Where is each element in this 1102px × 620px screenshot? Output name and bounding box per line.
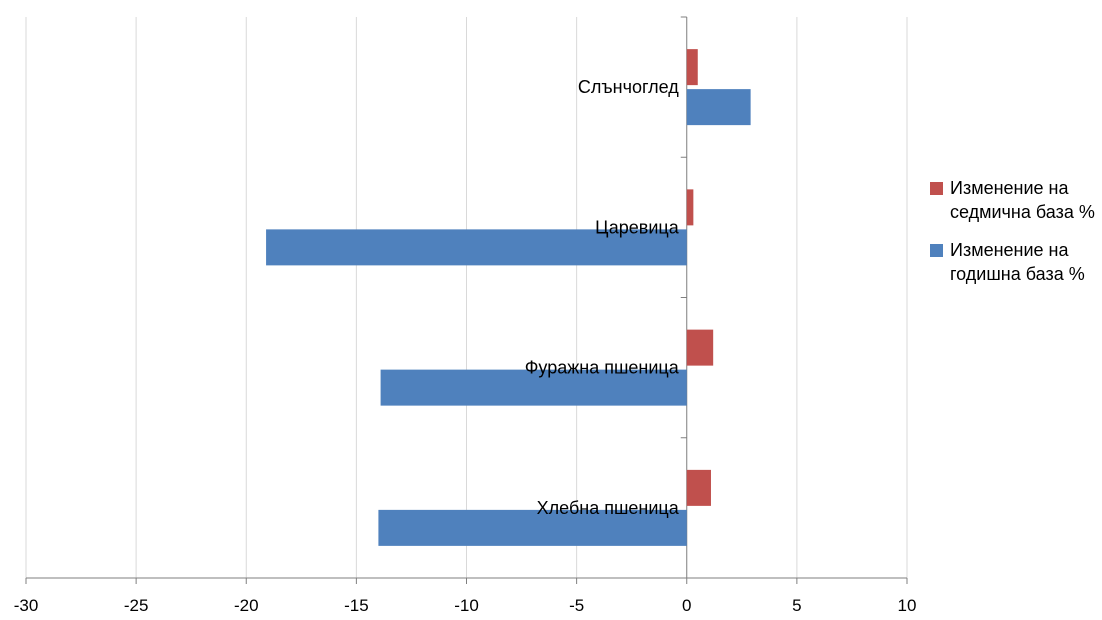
bar-yearly-0 <box>378 509 687 546</box>
bar-weekly-3 <box>686 49 698 86</box>
category-label: Царевица <box>595 217 680 237</box>
category-label: Хлебна пшеница <box>537 498 680 518</box>
x-tick-label: -20 <box>234 596 259 615</box>
bar-weekly-2 <box>686 189 694 226</box>
x-tick-label: 0 <box>682 596 691 615</box>
bar-chart: -30 -25 -20 -15 -10 -5 0 5 10 Хлебна пшеница Фураж… <box>14 16 917 615</box>
legend: Изменение на седмична база % Изменение н… <box>930 176 1100 300</box>
x-tick-label: 10 <box>898 596 917 615</box>
bar-weekly-0 <box>686 469 711 506</box>
legend-swatch-weekly <box>930 182 943 195</box>
legend-swatch-yearly <box>930 244 943 257</box>
category-label: Слънчоглед <box>578 77 679 97</box>
bar-yearly-3 <box>686 89 751 126</box>
x-tick-label: -5 <box>569 596 584 615</box>
category-label: Фуражна пшеница <box>525 358 680 378</box>
bar-weekly-1 <box>686 329 714 366</box>
x-tick-label: 5 <box>792 596 801 615</box>
bar-yearly-1 <box>380 369 687 406</box>
legend-label-yearly: Изменение на годишна база % <box>950 240 1085 284</box>
x-tick-label: -15 <box>344 596 369 615</box>
x-tick-label: -10 <box>454 596 479 615</box>
legend-item-weekly: Изменение на седмична база % <box>930 176 1100 224</box>
x-tick-label: -25 <box>124 596 149 615</box>
legend-item-yearly: Изменение на годишна база % <box>930 238 1100 286</box>
bar-yearly-2 <box>266 229 687 266</box>
x-tick-label: -30 <box>14 596 39 615</box>
legend-label-weekly: Изменение на седмична база % <box>950 178 1095 222</box>
